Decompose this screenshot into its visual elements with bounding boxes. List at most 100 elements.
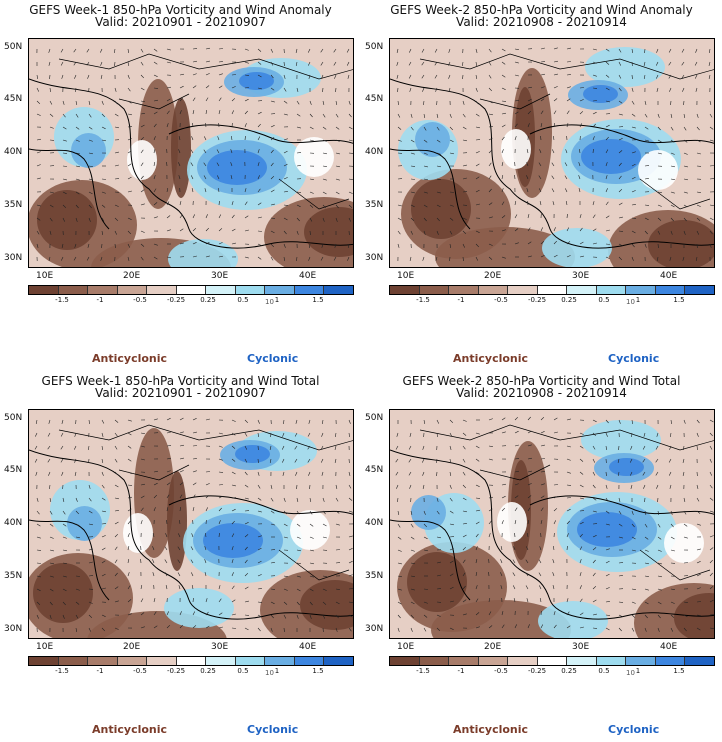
wind-vector	[397, 614, 401, 619]
wind-vector	[631, 601, 636, 604]
colorbar	[28, 656, 354, 666]
wind-vector	[501, 188, 504, 193]
wind-vector	[669, 484, 672, 489]
wind-vector	[153, 243, 158, 246]
vorticity-region	[585, 47, 665, 87]
wind-vector	[127, 445, 132, 449]
wind-vector	[296, 191, 302, 193]
wind-vector	[309, 523, 314, 527]
wind-vector	[501, 520, 504, 525]
wind-vector	[114, 533, 119, 538]
wind-vector	[514, 520, 517, 525]
wind-vector	[217, 175, 220, 180]
wind-vector	[592, 627, 598, 629]
longitude-label: 30E	[572, 642, 590, 652]
wind-vector	[153, 188, 157, 193]
vorticity-region	[164, 588, 234, 628]
wind-vector	[190, 175, 194, 180]
wind-vector	[244, 522, 249, 525]
wind-vector	[696, 614, 701, 616]
wind-vector	[696, 230, 700, 235]
wind-vector	[231, 201, 234, 206]
wind-vector	[47, 445, 51, 450]
wind-vector	[618, 175, 622, 180]
wind-vector	[322, 191, 327, 195]
wind-vector	[423, 230, 426, 235]
wind-vector	[218, 598, 222, 603]
wind-vector	[642, 445, 646, 450]
wind-vector	[553, 254, 558, 258]
wind-vector	[75, 191, 80, 195]
wind-vector	[114, 164, 119, 167]
wind-vector	[605, 124, 610, 128]
wind-vector	[281, 445, 285, 450]
wind-vector	[514, 242, 519, 245]
wind-vector	[177, 559, 181, 564]
wind-vector	[605, 229, 610, 232]
wind-vector	[166, 482, 171, 486]
wind-vector	[140, 445, 145, 448]
wind-vector	[283, 230, 287, 235]
wind-vector	[657, 243, 659, 249]
wind-vector	[140, 598, 144, 603]
wind-vector	[283, 523, 288, 527]
wind-vector	[48, 419, 51, 424]
wind-vector	[592, 484, 596, 489]
colorbar-swatch	[596, 657, 627, 665]
wind-vector	[283, 113, 288, 116]
wind-vector	[88, 139, 93, 142]
wind-vector	[140, 243, 145, 247]
wind-vector	[283, 536, 288, 539]
wind-vector	[605, 560, 610, 564]
wind-vector	[309, 614, 312, 619]
wind-vector	[488, 520, 492, 525]
wind-vector	[322, 614, 326, 619]
wind-vector	[127, 138, 132, 141]
wind-vector	[578, 162, 581, 167]
wind-vector	[322, 536, 327, 539]
wind-vector	[75, 588, 80, 591]
wind-vector	[539, 201, 542, 206]
wind-vector	[449, 445, 452, 450]
wind-vector	[114, 572, 118, 577]
wind-vector	[436, 471, 438, 477]
wind-vector	[166, 215, 171, 219]
wind-vector	[538, 559, 542, 564]
wind-vector	[564, 162, 568, 167]
colorbar-swatch	[596, 286, 627, 294]
wind-vector	[101, 445, 103, 450]
wind-vector	[422, 256, 425, 261]
wind-vector	[423, 165, 428, 168]
wind-vector	[605, 136, 609, 141]
coastline	[390, 519, 471, 601]
wind-vector	[553, 60, 558, 63]
colorbar-swatch	[626, 657, 656, 665]
longitude-label: 40E	[660, 642, 678, 652]
wind-vector	[36, 523, 41, 527]
wind-vector	[75, 217, 78, 222]
wind-vector	[657, 588, 662, 591]
wind-vector	[270, 87, 275, 91]
colorbar-tick: 0.25	[200, 296, 216, 304]
wind-vector	[309, 601, 313, 606]
wind-vector	[348, 627, 352, 632]
wind-vector	[309, 126, 314, 130]
wind-vector	[179, 444, 184, 447]
wind-vector	[618, 445, 620, 451]
wind-vector	[605, 243, 611, 245]
wind-vector	[423, 536, 428, 540]
wind-vector	[408, 61, 412, 66]
wind-vector	[592, 61, 597, 64]
wind-vector	[153, 48, 158, 52]
wind-vector	[566, 86, 571, 89]
wind-vector	[527, 457, 532, 460]
wind-vector	[62, 165, 68, 167]
wind-vector	[88, 601, 93, 604]
wind-vector	[114, 432, 118, 437]
wind-vector	[449, 497, 453, 502]
wind-vector	[423, 217, 427, 222]
wind-vector	[283, 100, 288, 104]
wind-vector	[449, 627, 454, 630]
wind-vector	[177, 572, 181, 577]
wind-vector	[166, 201, 170, 206]
